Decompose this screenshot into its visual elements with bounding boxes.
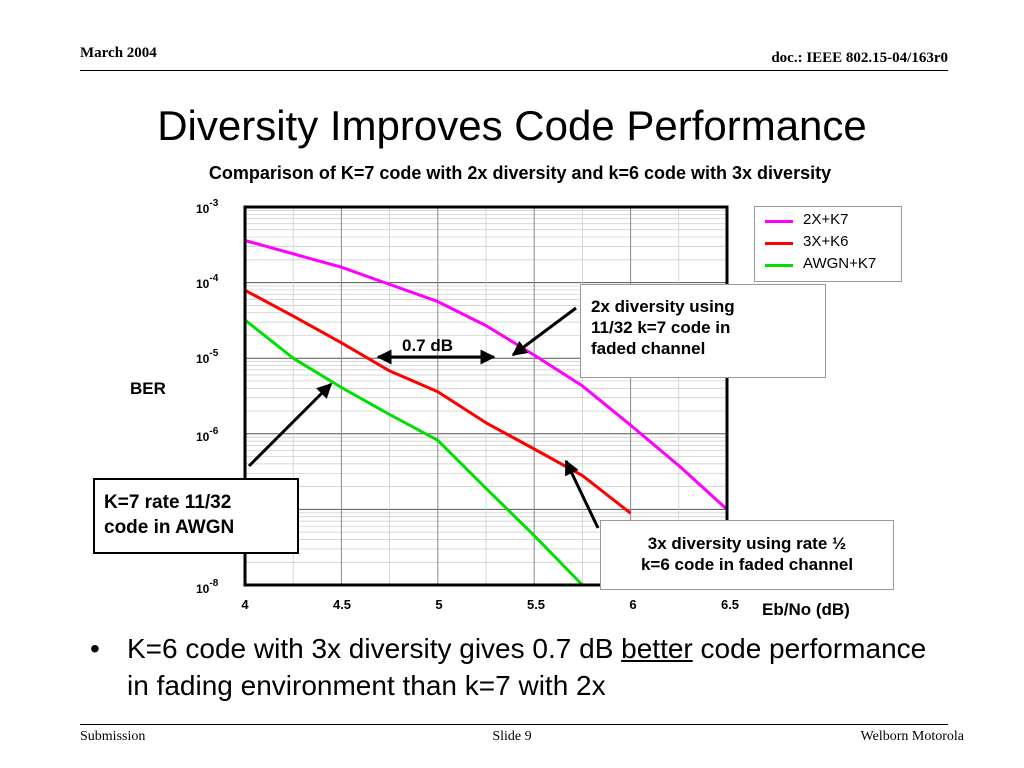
callout-line: k=6 code in faded channel <box>640 555 854 574</box>
y-tick-label: 10-6 <box>196 426 219 444</box>
footer-slide-number: Slide 9 <box>492 729 532 744</box>
annotation-arrows <box>247 306 600 529</box>
bullet-dot: • <box>90 633 100 664</box>
slide-title: Diversity Improves Code Performance <box>157 102 867 149</box>
x-tick-label: 6.5 <box>720 597 740 612</box>
callout-line: K=7 rate 11/32 <box>104 492 232 513</box>
y-tick-label: 10-4 <box>196 273 219 291</box>
legend-label: AWGN+K7 <box>803 255 877 272</box>
chart-legend: 2X+K7 3X+K6 AWGN+K7 <box>754 206 902 282</box>
header-doc-id: doc.: IEEE 802.15-04/163r0 <box>771 50 948 66</box>
callout-line: 11/32 k=7 code in <box>591 318 731 337</box>
x-tick-label: 4.5 <box>332 597 352 612</box>
arrow-awgn <box>247 382 333 468</box>
footer-rule <box>80 724 948 725</box>
x-axis-label: Eb/No (dB) <box>762 600 850 619</box>
x-tick-label: 5 <box>435 597 443 612</box>
chart-subtitle: Comparison of K=7 code with 2x diversity… <box>208 163 832 183</box>
callout-3x-diversity: 3x diversity using rate ½ k=6 code in fa… <box>600 520 894 590</box>
arrow-3x <box>564 459 600 529</box>
legend-label: 2X+K7 <box>803 211 849 228</box>
callout-line: 3x diversity using rate ½ <box>647 534 847 553</box>
callout-2x-diversity: 2x diversity using 11/32 k=7 code in fad… <box>580 284 826 378</box>
y-tick-label: 10-5 <box>196 348 219 366</box>
legend-swatch <box>765 220 793 223</box>
legend-label: 3X+K6 <box>803 233 849 250</box>
y-tick-label: 10-3 <box>196 198 219 216</box>
y-axis-label: BER <box>130 379 166 398</box>
footer-left: Submission <box>80 729 146 744</box>
footer-right: Welborn Motorola <box>860 729 964 744</box>
gap-label: 0.7 dB <box>402 336 454 355</box>
legend-swatch <box>765 242 793 245</box>
bullet-text-emphasis: better <box>621 633 693 664</box>
arrow-2x <box>511 306 577 357</box>
legend-swatch <box>765 264 793 267</box>
y-tick-label: 10-8 <box>196 578 219 596</box>
x-tick-label: 4 <box>241 597 249 612</box>
x-tick-label: 5.5 <box>526 597 546 612</box>
callout-line: faded channel <box>591 339 706 358</box>
x-tick-label: 6 <box>629 597 637 612</box>
bullet-text-pre: K=6 code with 3x diversity gives 0.7 dB <box>127 633 622 664</box>
series-line-awgn-k7 <box>244 318 584 587</box>
series-line-2x-k7 <box>244 239 729 511</box>
header-date: March 2004 <box>80 45 157 61</box>
bullet-text-post: code performance in fading environment t… <box>127 633 927 701</box>
callout-awgn: K=7 rate 11/32 code in AWGN <box>93 478 299 554</box>
header-rule <box>80 70 948 71</box>
callout-line: 2x diversity using <box>591 297 735 316</box>
callout-line: code in AWGN <box>104 517 235 538</box>
plot-frame <box>243 205 729 587</box>
bullet-text: K=6 code with 3x diversity gives 0.7 dB … <box>127 630 937 704</box>
